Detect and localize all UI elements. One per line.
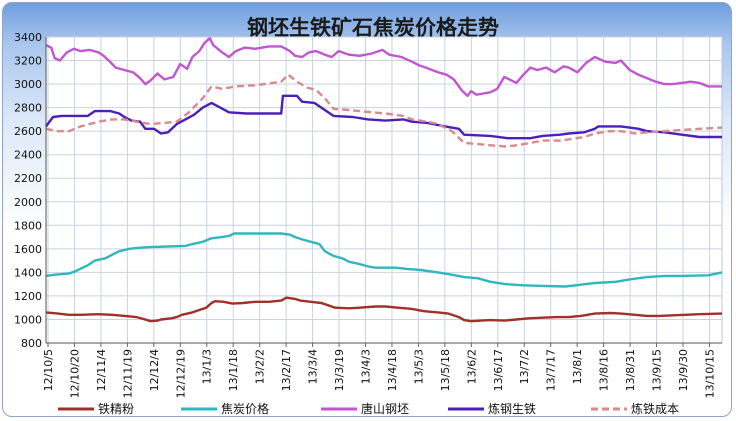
x-tick-label: 12/11/4	[95, 349, 108, 391]
chart-frame: 钢坯生铁矿石焦炭价格走势 800 1000 1200 1400 1600 1800 2000…	[2, 2, 732, 417]
x-tick-label: 13/1/18	[227, 349, 240, 391]
y-tick-label: 2400	[14, 149, 42, 162]
x-tick-label: 13/4/18	[386, 349, 399, 391]
plot-area	[45, 36, 723, 344]
y-tick-label: 2200	[14, 172, 42, 185]
legend-label: 焦炭价格	[221, 401, 269, 416]
y-tick-label: 800	[21, 337, 42, 350]
legend-label: 炼钢生铁	[488, 401, 536, 416]
x-tick-label: 13/7/17	[545, 349, 558, 391]
x-axis: 12/10/5 12/10/20 12/11/4 12/11/19 12/12/4 12/…	[42, 342, 722, 398]
x-tick-label: 13/5/3	[412, 349, 425, 384]
y-tick-label: 1800	[14, 219, 42, 232]
y-tick-label: 2600	[14, 125, 42, 138]
x-tick-label: 12/10/5	[42, 349, 55, 391]
legend: 铁精粉 焦炭价格 唐山钢坯 炼钢生铁 炼铁成本	[58, 401, 679, 416]
x-tick-label: 12/12/4	[148, 349, 161, 391]
x-tick-label: 13/9/30	[677, 349, 690, 391]
x-tick-label: 13/2/17	[280, 349, 293, 391]
x-tick-label: 13/10/15	[703, 349, 716, 398]
chart-title: 钢坯生铁矿石焦炭价格走势	[247, 16, 499, 40]
x-tick-label: 13/2/2	[254, 349, 267, 384]
x-tick-label: 13/8/16	[598, 349, 611, 391]
x-tick-label: 12/11/19	[121, 349, 134, 398]
y-tick-label: 1600	[14, 243, 42, 256]
x-tick-label: 12/12/19	[174, 349, 187, 398]
x-tick-label: 12/10/20	[68, 349, 81, 398]
y-tick-label: 3200	[14, 55, 42, 68]
y-tick-label: 2000	[14, 196, 42, 209]
legend-label: 炼铁成本	[631, 401, 679, 416]
series-line-2	[45, 37, 722, 97]
x-tick-label: 13/1/3	[201, 349, 214, 384]
y-axis: 800 1000 1200 1400 1600 1800 2000 2200 2400 2600 2…	[14, 31, 47, 350]
y-tick-label: 3000	[14, 78, 42, 91]
x-tick-label: 13/8/1	[571, 349, 584, 384]
y-tick-label: 3400	[14, 31, 42, 44]
x-tick-label: 13/6/2	[465, 349, 478, 384]
series-line-0	[45, 296, 723, 323]
x-tick-label: 13/3/4	[307, 349, 320, 384]
series-line-1	[45, 232, 723, 288]
series-lines	[45, 37, 723, 323]
y-tick-label: 1200	[14, 290, 42, 303]
y-tick-label: 2800	[14, 102, 42, 115]
y-tick-label: 1400	[14, 266, 42, 279]
x-tick-label: 13/4/3	[359, 349, 372, 384]
x-tick-label: 13/9/15	[651, 349, 664, 391]
x-tick-label: 13/3/19	[333, 349, 346, 391]
legend-label: 铁精粉	[98, 402, 134, 416]
legend-label: 唐山钢坯	[361, 401, 409, 416]
x-tick-label: 13/8/31	[624, 349, 637, 391]
x-tick-label: 13/7/2	[518, 349, 531, 384]
x-tick-label: 13/6/17	[492, 349, 505, 391]
series-line-4	[45, 73, 723, 148]
x-tick-label: 13/5/18	[439, 349, 452, 391]
y-tick-label: 1000	[14, 313, 42, 326]
price-trend-chart: 钢坯生铁矿石焦炭价格走势 800 1000 1200 1400 1600 1800 2000…	[14, 16, 723, 416]
